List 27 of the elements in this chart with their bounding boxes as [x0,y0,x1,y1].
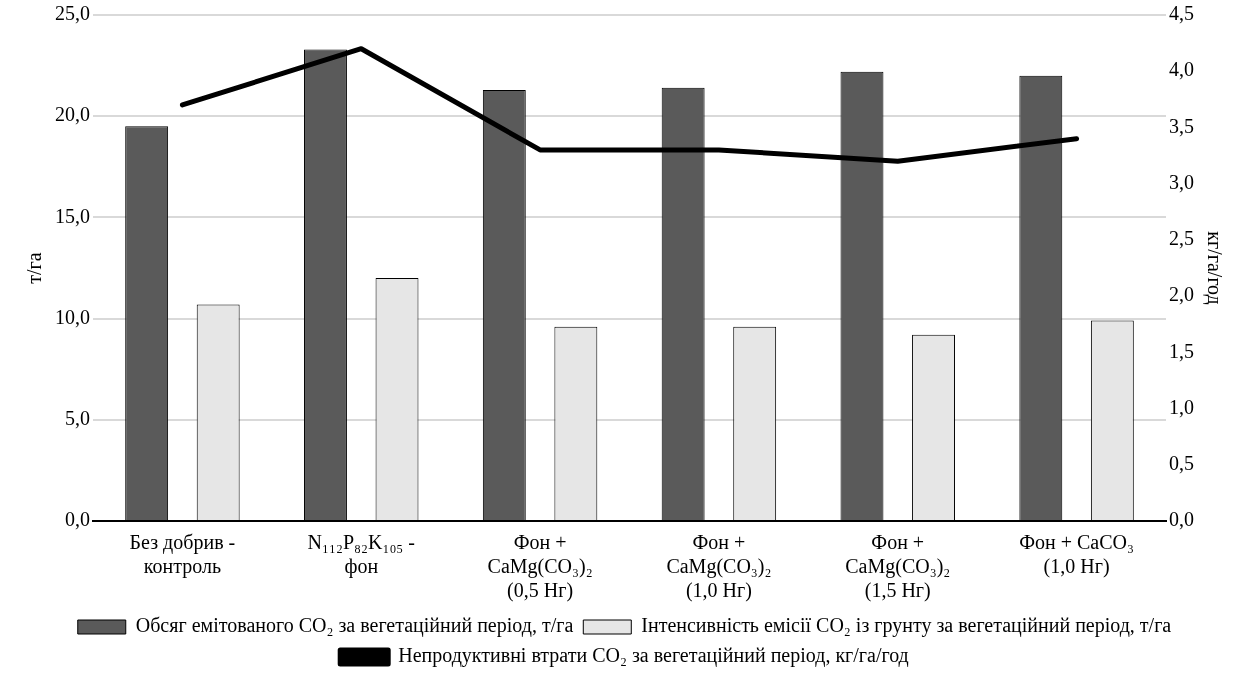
y2-tick-label: 0,0 [1169,508,1194,531]
y2-tick-label: 3,0 [1169,170,1194,193]
legend-label: Обсяг емітованого CO₂ за вегетаційний період, т/га [135,614,574,638]
y2-axis-title: кг/га/год [1202,231,1226,305]
y-tick-label: 5,0 [65,407,90,430]
x-tick-label: Фон + CaMg(CO₃)₂ (0,5 Нг) [487,531,593,603]
x-tick-label: Фон + CaCO₃ (1,0 Нг) [1019,531,1134,579]
y2-tick-label: 3,5 [1169,114,1194,137]
y2-tick-label: 0,5 [1169,452,1194,475]
y-tick-label: 15,0 [55,204,90,227]
y-tick-label: 0,0 [65,508,90,531]
y2-tick-label: 1,5 [1169,339,1194,362]
y2-tick-label: 2,0 [1169,283,1194,306]
legend-label: Непродуктивні втрати CO₂ за вегетаційний період, кг/га/год [398,644,909,668]
y-axis-title: т/га [23,252,46,284]
y2-tick-label: 1,0 [1169,395,1194,418]
x-tick-label: Фон + CaMg(CO₃)₂ (1,5 Нг) [845,531,951,603]
legend-label: Інтенсивність емісії CO₂ із грунту за вегетаційний період, т/га [641,614,1172,638]
y2-tick-label: 4,5 [1169,2,1194,25]
x-tick-label: N₁₁₂P₈₂K₁₀₅ - фон [307,531,415,579]
y2-tick-label: 4,0 [1169,58,1194,81]
x-tick-label: Фон + CaMg(CO₃)₂ (1,0 Нг) [666,531,772,603]
y2-tick-label: 2,5 [1169,227,1194,250]
y-tick-label: 25,0 [55,2,90,25]
x-tick-label: Без добрив - контроль [129,531,236,579]
y-tick-label: 10,0 [55,305,90,328]
y-tick-label: 20,0 [55,103,90,126]
